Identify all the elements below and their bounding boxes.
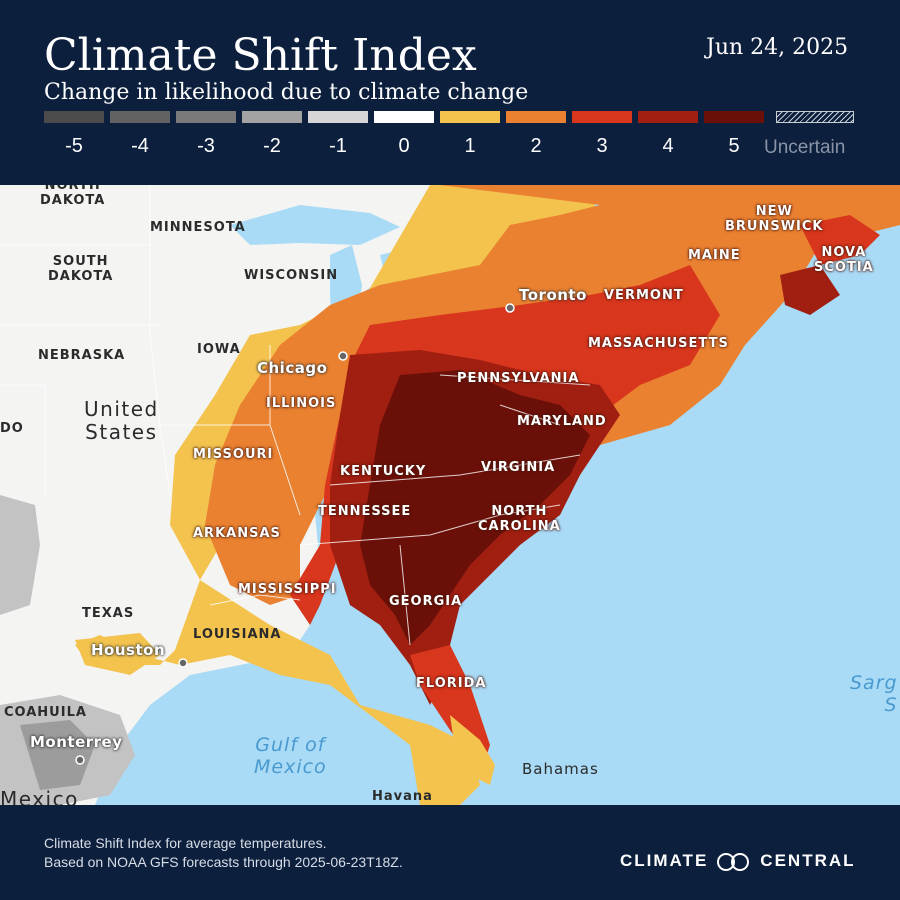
page-title: Climate Shift Index	[44, 30, 477, 81]
footer-note-line1: Climate Shift Index for average temperat…	[44, 835, 327, 851]
legend-swatch-minus4	[110, 111, 170, 123]
label-missouri: MISSOURI	[193, 447, 274, 462]
label-new-brunswick: NEW BRUNSWICK	[725, 204, 824, 234]
label-wisconsin: WISCONSIN	[244, 268, 339, 283]
csi-level-1	[75, 185, 600, 805]
city-chicago: Chicago	[257, 359, 328, 377]
city-houston: Houston	[91, 641, 166, 659]
florida-south	[450, 715, 495, 785]
csi-level-5	[360, 370, 590, 645]
climate-central-logo[interactable]: CLIMATE CENTRAL	[620, 851, 856, 871]
forecast-date: Jun 24, 2025	[706, 35, 849, 60]
label-minnesota: MINNESOTA	[150, 220, 246, 235]
csi-nova-scotia	[800, 215, 880, 265]
footer-panel	[0, 805, 900, 900]
legend-label-2: 2	[530, 135, 542, 157]
legend-label-minus5: -5	[65, 135, 83, 157]
header-panel: Climate Shift Index Change in likelihood…	[0, 0, 900, 185]
interlocking-circles-icon	[714, 852, 754, 871]
legend-label-0: 0	[398, 135, 410, 157]
label-north-dakota: NORTH DAKOTA	[40, 185, 106, 208]
toronto-dot	[505, 303, 515, 313]
city-monterrey: Monterrey	[30, 733, 123, 751]
legend-swatch-minus2	[242, 111, 302, 123]
legend-swatch-uncertain	[776, 111, 854, 123]
legend-label-minus4: -4	[131, 135, 149, 157]
map-graphic	[0, 185, 900, 805]
legend-label-1: 1	[464, 135, 476, 157]
label-arkansas: ARKANSAS	[193, 526, 281, 541]
legend-swatch-3	[572, 111, 632, 123]
label-north-carolina: NORTH CAROLINA	[478, 504, 561, 534]
label-vermont: VERMONT	[604, 288, 684, 303]
legend-label-5: 5	[728, 135, 740, 157]
csi-map[interactable]: NORTH DAKOTA MINNESOTA SOUTH DAKOTA WISC…	[0, 185, 900, 805]
legend-label-minus2: -2	[263, 135, 281, 157]
legend-swatch-minus3	[176, 111, 236, 123]
legend-swatch-minus1	[308, 111, 368, 123]
houston-dot	[178, 658, 188, 668]
label-mexico: Mexico	[0, 787, 79, 806]
csi-negative-mexico-dark	[20, 720, 95, 790]
chicago-dot	[338, 351, 348, 361]
label-illinois: ILLINOIS	[266, 396, 337, 411]
legend-swatch-4	[638, 111, 698, 123]
state-boundaries	[0, 185, 591, 646]
monterrey-dot	[75, 755, 85, 765]
label-florida: FLORIDA	[416, 676, 487, 691]
legend-label-minus3: -3	[197, 135, 215, 157]
label-coahuila: COAHUILA	[4, 705, 87, 720]
label-georgia: GEORGIA	[389, 594, 463, 609]
label-pennsylvania: PENNSYLVANIA	[457, 371, 580, 386]
label-nebraska: NEBRASKA	[38, 348, 126, 363]
label-maryland: MARYLAND	[517, 414, 607, 429]
csi-maritime	[780, 265, 840, 315]
brand-left-text: CLIMATE	[620, 851, 709, 870]
legend-swatch-minus5	[44, 111, 104, 123]
legend-swatch-0	[374, 111, 434, 123]
legend-label-3: 3	[596, 135, 608, 157]
label-maine: MAINE	[688, 248, 741, 263]
legend-swatch-5	[704, 111, 764, 123]
label-nova-scotia: NOVA SCOTIA	[814, 245, 874, 275]
legend-swatch-2	[506, 111, 566, 123]
label-united-states: United States	[84, 397, 159, 444]
lake-superior	[230, 205, 400, 245]
label-virginia: VIRGINIA	[481, 460, 556, 475]
footer-note-line2: Based on NOAA GFS forecasts through 2025…	[44, 854, 403, 870]
legend-swatch-1	[440, 111, 500, 123]
label-louisiana: LOUISIANA	[193, 627, 282, 642]
label-gulf-of-mexico: Gulf of Mexico	[254, 734, 327, 778]
label-tennessee: TENNESSEE	[318, 504, 412, 519]
csi-houston	[75, 633, 160, 675]
label-massachusetts: MASSACHUSETTS	[588, 336, 729, 351]
label-colorado-partial: DO	[0, 421, 24, 436]
legend-label-uncertain: Uncertain	[764, 137, 846, 158]
footer-note: Climate Shift Index for average temperat…	[44, 834, 403, 872]
label-sargasso-sea: Sarg S	[850, 672, 898, 716]
label-south-dakota: SOUTH DAKOTA	[48, 254, 114, 284]
page-subtitle: Change in likelihood due to climate chan…	[44, 80, 529, 105]
csi-negative-west	[0, 495, 40, 615]
label-bahamas: Bahamas	[522, 760, 599, 778]
legend-label-4: 4	[662, 135, 674, 157]
city-toronto: Toronto	[519, 286, 587, 304]
brand-right-text: CENTRAL	[760, 851, 856, 870]
label-texas: TEXAS	[82, 606, 135, 621]
label-mississippi: MISSISSIPPI	[238, 582, 337, 597]
legend-label-minus1: -1	[329, 135, 347, 157]
city-havana: Havana	[372, 789, 433, 804]
label-kentucky: KENTUCKY	[340, 464, 427, 479]
label-iowa: IOWA	[197, 342, 241, 357]
